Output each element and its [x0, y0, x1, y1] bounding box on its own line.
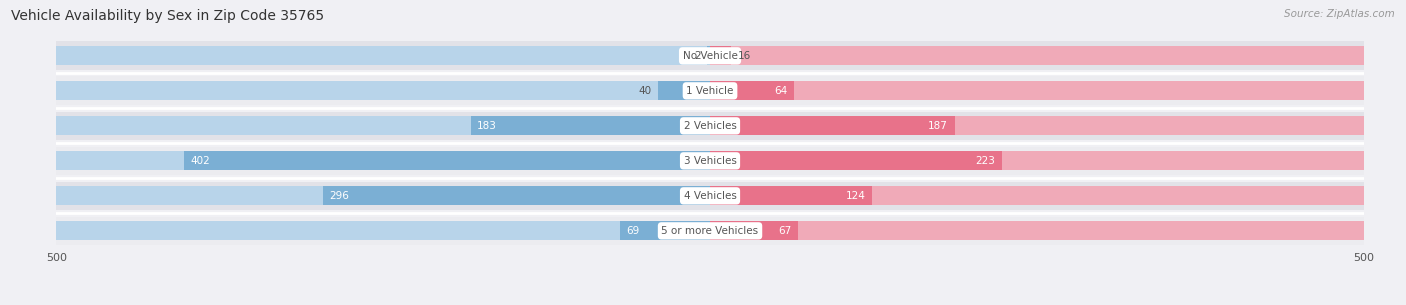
Text: 183: 183 [477, 121, 498, 131]
Bar [56, 116, 710, 135]
Bar [56, 217, 1364, 245]
Bar [710, 46, 1364, 66]
Bar [710, 186, 1364, 206]
Text: 16: 16 [738, 51, 751, 61]
Text: 5 or more Vehicles: 5 or more Vehicles [661, 226, 759, 236]
Bar [56, 81, 710, 100]
Bar [56, 41, 1364, 70]
Text: 40: 40 [638, 86, 651, 96]
Text: Vehicle Availability by Sex in Zip Code 35765: Vehicle Availability by Sex in Zip Code … [11, 9, 325, 23]
Bar [56, 221, 710, 240]
Text: 64: 64 [773, 86, 787, 96]
Text: Source: ZipAtlas.com: Source: ZipAtlas.com [1284, 9, 1395, 19]
Bar [710, 151, 1001, 170]
Bar [56, 151, 710, 170]
Bar [710, 186, 872, 206]
Bar [658, 81, 710, 100]
Bar [710, 46, 731, 66]
Text: 69: 69 [626, 226, 640, 236]
Text: 2 Vehicles: 2 Vehicles [683, 121, 737, 131]
Bar [707, 46, 710, 66]
Bar [620, 221, 710, 240]
Text: 67: 67 [778, 226, 792, 236]
Text: 1 Vehicle: 1 Vehicle [686, 86, 734, 96]
Text: 223: 223 [976, 156, 995, 166]
Bar [56, 181, 1364, 210]
Bar [710, 116, 955, 135]
Bar [56, 146, 1364, 175]
Text: 3 Vehicles: 3 Vehicles [683, 156, 737, 166]
Bar [710, 81, 1364, 100]
Text: 187: 187 [928, 121, 948, 131]
Bar [710, 81, 794, 100]
Bar [710, 221, 797, 240]
Text: 296: 296 [329, 191, 350, 201]
Bar [56, 46, 710, 66]
Bar [56, 186, 710, 206]
Bar [710, 116, 1364, 135]
Text: 124: 124 [846, 191, 866, 201]
Bar [471, 116, 710, 135]
Bar [323, 186, 710, 206]
Bar [710, 221, 1364, 240]
Text: 4 Vehicles: 4 Vehicles [683, 191, 737, 201]
Bar [184, 151, 710, 170]
Text: 402: 402 [191, 156, 211, 166]
Bar [56, 112, 1364, 140]
Text: 2: 2 [695, 51, 700, 61]
Bar [710, 151, 1364, 170]
Text: No Vehicle: No Vehicle [682, 51, 738, 61]
Bar [56, 77, 1364, 105]
